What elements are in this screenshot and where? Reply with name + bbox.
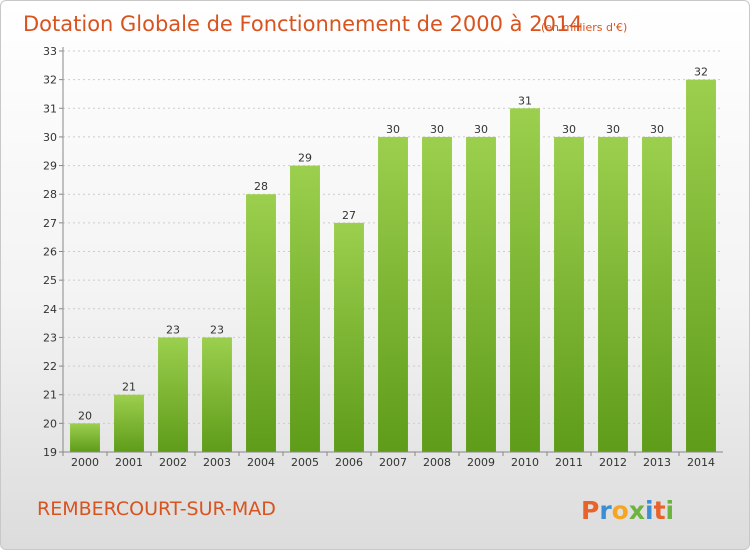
y-tick-label-20: 20: [43, 417, 57, 430]
y-tick-label-29: 29: [43, 160, 57, 173]
y-tick-label-22: 22: [43, 360, 57, 373]
chart-unit: (en milliers d'€): [541, 21, 627, 34]
x-tick-label-2003: 2003: [203, 456, 231, 469]
x-tick-label-2011: 2011: [555, 456, 583, 469]
x-tick-label-2007: 2007: [379, 456, 407, 469]
data-label-2009: 30: [474, 123, 488, 136]
bar-2008: [422, 136, 452, 452]
bar-2014: [686, 79, 716, 453]
x-tick-label-2006: 2006: [335, 456, 363, 469]
data-label-2004: 28: [254, 180, 268, 193]
bar-2012: [598, 136, 628, 452]
commune-name: REMBERCOURT-SUR-MAD: [37, 498, 276, 520]
proxiti-logo: Proxiti: [581, 496, 674, 525]
data-label-2013: 30: [650, 123, 664, 136]
y-tick-label-31: 31: [43, 102, 57, 115]
data-label-2002: 23: [166, 323, 180, 336]
bar-2000: [70, 423, 100, 452]
x-tick-label-2009: 2009: [467, 456, 495, 469]
data-label-2007: 30: [386, 123, 400, 136]
y-tick-label-21: 21: [43, 389, 57, 402]
bar-2003: [202, 337, 232, 452]
chart-title: Dotation Globale de Fonctionnement de 20…: [23, 12, 583, 36]
bar-2009: [466, 136, 496, 452]
y-tick-label-19: 19: [43, 446, 57, 459]
data-label-2006: 27: [342, 209, 356, 222]
bar-2007: [378, 136, 408, 452]
y-tick-label-30: 30: [43, 131, 57, 144]
axes: 19 20 21 22 23 24 25 26 27 28 29 30 31 32 33 2000 2001 20…: [43, 45, 723, 469]
data-label-2010: 31: [518, 94, 532, 107]
x-tick-label-2005: 2005: [291, 456, 319, 469]
x-tick-label-2013: 2013: [643, 456, 671, 469]
data-label-2001: 21: [122, 381, 136, 394]
x-tick-label-2014: 2014: [687, 456, 715, 469]
bar-2005: [290, 165, 320, 453]
data-label-2008: 30: [430, 123, 444, 136]
x-tick-label-2012: 2012: [599, 456, 627, 469]
bar-2010: [510, 108, 540, 453]
y-tick-label-27: 27: [43, 217, 57, 230]
bar-2001: [114, 394, 144, 452]
bar-2011: [554, 136, 584, 452]
x-tick-label-2008: 2008: [423, 456, 451, 469]
x-tick-label-2004: 2004: [247, 456, 275, 469]
bar-2013: [642, 136, 672, 452]
y-tick-label-25: 25: [43, 274, 57, 287]
x-tick-label-2001: 2001: [115, 456, 143, 469]
x-tick-label-2010: 2010: [511, 456, 539, 469]
y-tick-label-28: 28: [43, 188, 57, 201]
y-tick-label-26: 26: [43, 246, 57, 259]
bar-2004: [246, 194, 276, 452]
y-tick-label-32: 32: [43, 74, 57, 87]
data-label-2003: 23: [210, 323, 224, 336]
x-tick-label-2000: 2000: [71, 456, 99, 469]
bars: 20 21 23 23 28 29 27 30 30 30 31 30 30 30 32: [70, 66, 716, 453]
bar-2002: [158, 337, 188, 452]
x-tick-label-2002: 2002: [159, 456, 187, 469]
y-tick-label-33: 33: [43, 45, 57, 58]
data-label-2005: 29: [298, 152, 312, 165]
bar-2006: [334, 222, 364, 452]
y-tick-label-24: 24: [43, 303, 57, 316]
data-label-2012: 30: [606, 123, 620, 136]
data-label-2000: 20: [78, 409, 92, 422]
y-tick-label-23: 23: [43, 331, 57, 344]
data-label-2011: 30: [562, 123, 576, 136]
data-label-2014: 32: [694, 66, 708, 79]
